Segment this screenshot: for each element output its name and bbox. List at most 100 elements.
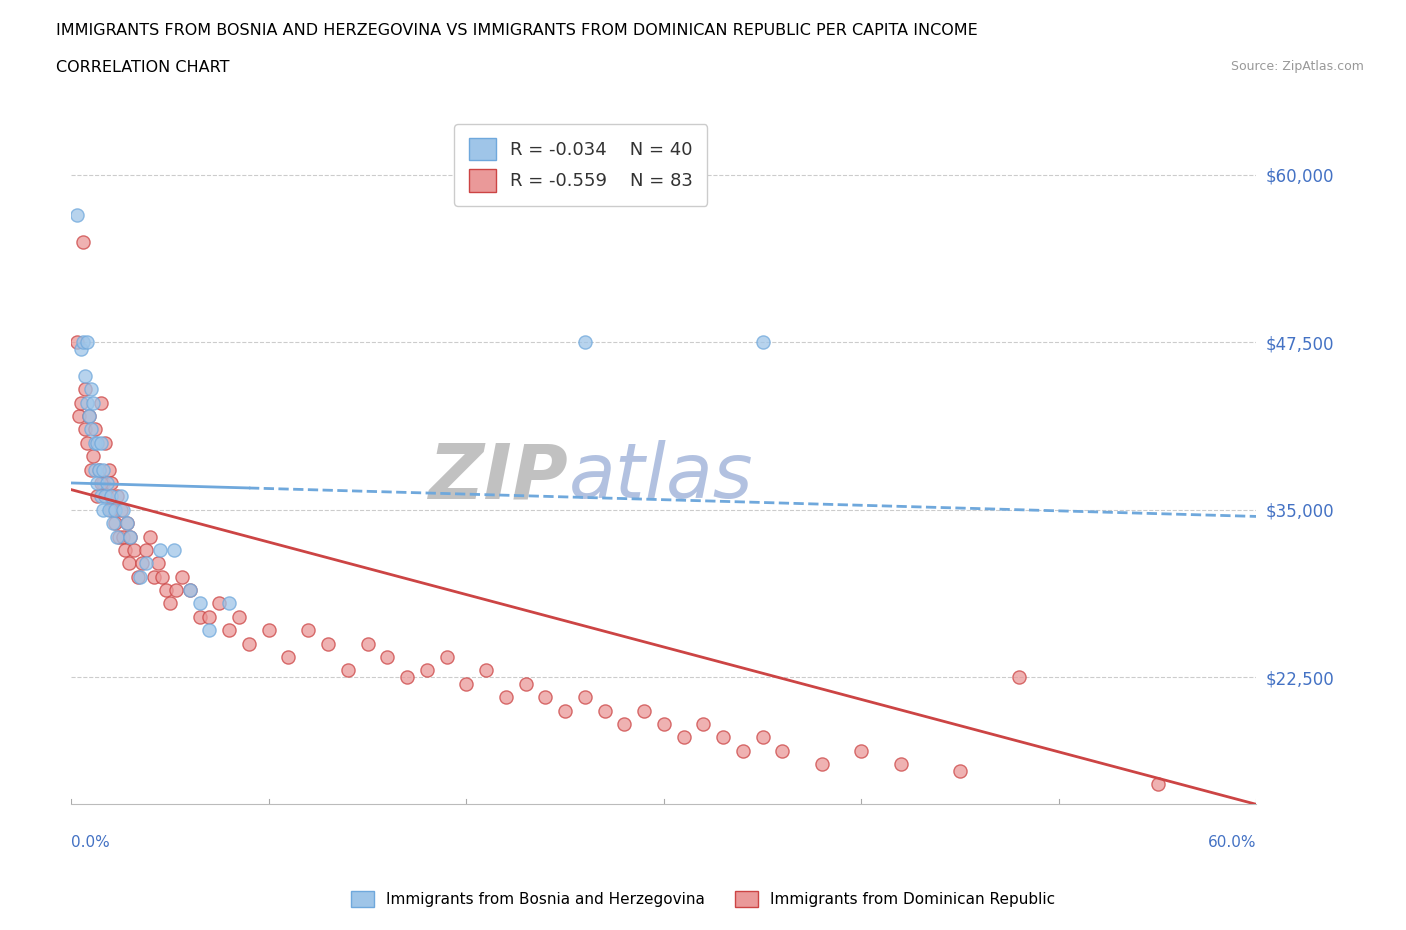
Point [110, 502, 132, 517]
Point [86, 475, 108, 490]
Point [170, 569, 193, 584]
Point [84, 435, 107, 450]
Point [672, 730, 695, 745]
Point [111, 502, 134, 517]
Point [593, 703, 616, 718]
Point [1008, 670, 1031, 684]
Point [97, 462, 120, 477]
Point [574, 690, 596, 705]
Point [139, 529, 162, 544]
Point [80, 422, 103, 437]
Point [105, 529, 128, 544]
Point [150, 569, 173, 584]
Point [94, 435, 117, 450]
Point [107, 529, 129, 544]
Point [66, 335, 89, 350]
Point [72, 234, 94, 249]
Point [188, 596, 211, 611]
Point [90, 489, 112, 504]
Point [652, 716, 675, 731]
Point [80, 462, 103, 477]
Point [90, 435, 112, 450]
Point [165, 582, 187, 597]
Point [70, 341, 93, 356]
Point [554, 703, 576, 718]
Point [87, 462, 110, 477]
Point [90, 395, 112, 410]
Point [692, 716, 714, 731]
Point [534, 690, 557, 705]
Text: atlas: atlas [569, 440, 754, 514]
Point [135, 542, 157, 557]
Point [129, 569, 152, 584]
Point [101, 502, 124, 517]
Point [86, 489, 108, 504]
Point [120, 529, 142, 544]
Point [238, 636, 260, 651]
Point [75, 368, 97, 383]
Point [218, 596, 240, 611]
Point [228, 609, 250, 624]
Point [336, 663, 359, 678]
Point [104, 502, 127, 517]
Point [104, 516, 127, 531]
Text: 60.0%: 60.0% [1208, 835, 1257, 850]
Point [90, 475, 112, 490]
Point [131, 556, 153, 571]
Point [100, 475, 122, 490]
Point [613, 716, 636, 731]
Point [82, 449, 104, 464]
Point [84, 422, 107, 437]
Point [115, 516, 138, 531]
Point [436, 649, 458, 664]
Point [198, 623, 221, 638]
Point [188, 609, 211, 624]
Point [633, 703, 655, 718]
Legend: R = -0.034    N = 40, R = -0.559    N = 83: R = -0.034 N = 40, R = -0.559 N = 83 [454, 124, 707, 206]
Point [395, 670, 418, 684]
Point [117, 556, 139, 571]
Text: IMMIGRANTS FROM BOSNIA AND HERZEGOVINA VS IMMIGRANTS FROM DOMINICAN REPUBLIC PER: IMMIGRANTS FROM BOSNIA AND HERZEGOVINA V… [56, 23, 979, 38]
Point [86, 435, 108, 450]
Point [96, 475, 118, 490]
Point [101, 516, 124, 531]
Point [356, 636, 378, 651]
Point [146, 556, 169, 571]
Point [149, 542, 172, 557]
Point [143, 569, 166, 584]
Point [111, 529, 134, 544]
Text: ZIP: ZIP [429, 440, 569, 514]
Point [94, 489, 117, 504]
Point [127, 569, 149, 584]
Point [120, 529, 142, 544]
Point [751, 335, 773, 350]
Point [297, 623, 319, 638]
Point [155, 582, 177, 597]
Point [96, 489, 118, 504]
Point [135, 556, 157, 571]
Point [75, 422, 97, 437]
Point [91, 502, 114, 517]
Point [515, 676, 537, 691]
Point [198, 609, 221, 624]
Point [277, 649, 299, 664]
Point [711, 730, 734, 745]
Point [76, 435, 98, 450]
Point [110, 489, 132, 504]
Point [475, 663, 498, 678]
Point [84, 462, 107, 477]
Point [770, 743, 793, 758]
Point [416, 663, 439, 678]
Point [75, 382, 97, 397]
Point [751, 730, 773, 745]
Point [100, 502, 122, 517]
Point [218, 623, 240, 638]
Text: Source: ZipAtlas.com: Source: ZipAtlas.com [1230, 60, 1364, 73]
Point [495, 690, 517, 705]
Point [67, 408, 90, 423]
Text: CORRELATION CHART: CORRELATION CHART [56, 60, 229, 75]
Point [114, 542, 136, 557]
Point [115, 516, 138, 531]
Point [100, 489, 122, 504]
Point [91, 462, 114, 477]
